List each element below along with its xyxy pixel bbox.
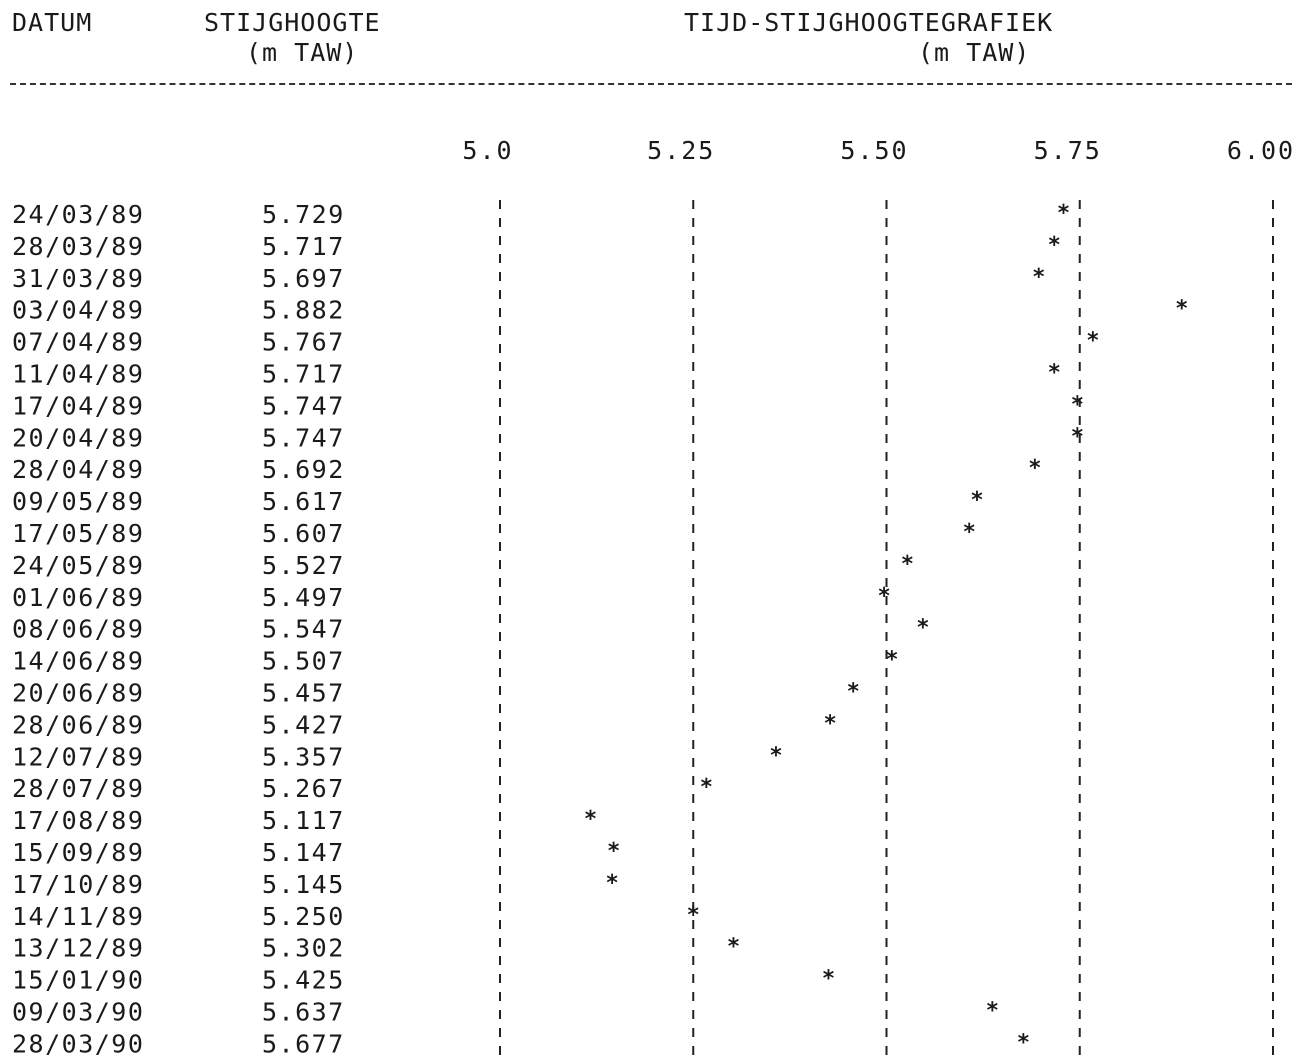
data-point: * — [700, 775, 713, 800]
row-date: 17/04/89 — [12, 391, 144, 420]
row-value: 5.697 — [262, 264, 345, 293]
column-header-datum: DATUM — [12, 8, 93, 37]
data-point: * — [1017, 1030, 1030, 1055]
row-value: 5.747 — [262, 391, 345, 420]
row-date: 09/03/90 — [12, 998, 144, 1027]
data-point: * — [687, 903, 700, 928]
row-value: 5.427 — [262, 710, 345, 739]
data-point: * — [584, 807, 597, 832]
data-point: * — [916, 616, 929, 641]
data-point: * — [1048, 361, 1061, 386]
row-date: 20/06/89 — [12, 679, 144, 708]
data-point: * — [1028, 456, 1041, 481]
x-tick-label: 5.25 — [647, 136, 715, 165]
row-value: 5.145 — [262, 870, 345, 899]
row-date: 24/05/89 — [12, 551, 144, 580]
row-date: 17/05/89 — [12, 519, 144, 548]
data-point: * — [1057, 201, 1070, 226]
data-point: * — [963, 520, 976, 545]
row-date: 12/07/89 — [12, 742, 144, 771]
column-header-stijghoogte: STIJGHOOGTE — [204, 8, 381, 37]
row-date: 24/03/89 — [12, 200, 144, 229]
data-point: * — [1086, 329, 1099, 354]
row-value: 5.729 — [262, 200, 345, 229]
row-value: 5.457 — [262, 679, 345, 708]
row-value: 5.497 — [262, 583, 345, 612]
row-date: 07/04/89 — [12, 328, 144, 357]
data-point: * — [769, 743, 782, 768]
x-tick-label: 5.50 — [840, 136, 908, 165]
row-value: 5.267 — [262, 774, 345, 803]
row-date: 15/01/90 — [12, 966, 144, 995]
row-date: 28/03/89 — [12, 232, 144, 261]
row-value: 5.677 — [262, 1029, 345, 1056]
data-point: * — [986, 999, 999, 1024]
row-date: 09/05/89 — [12, 487, 144, 516]
row-value: 5.527 — [262, 551, 345, 580]
row-value: 5.147 — [262, 838, 345, 867]
chart-title: TIJD-STIJGHOOGTEGRAFIEK — [684, 8, 1054, 37]
row-value: 5.717 — [262, 232, 345, 261]
row-value: 5.302 — [262, 934, 345, 963]
data-point: * — [1175, 297, 1188, 322]
row-value: 5.637 — [262, 998, 345, 1027]
row-date: 20/04/89 — [12, 423, 144, 452]
x-tick-label: 5.0 — [462, 136, 513, 165]
row-date: 28/04/89 — [12, 455, 144, 484]
data-point: * — [823, 711, 836, 736]
row-value: 5.117 — [262, 806, 345, 835]
header-divider — [10, 83, 1292, 85]
row-date: 28/06/89 — [12, 710, 144, 739]
data-point: * — [970, 488, 983, 513]
row-value: 5.607 — [262, 519, 345, 548]
data-point: * — [901, 552, 914, 577]
data-point: * — [1071, 392, 1084, 417]
row-date: 13/12/89 — [12, 934, 144, 963]
row-date: 01/06/89 — [12, 583, 144, 612]
x-tick-label: 5.75 — [1034, 136, 1102, 165]
row-value: 5.882 — [262, 296, 345, 325]
data-point: * — [1071, 424, 1084, 449]
data-point: * — [607, 839, 620, 864]
row-value: 5.425 — [262, 966, 345, 995]
data-point: * — [1048, 233, 1061, 258]
row-value: 5.717 — [262, 360, 345, 389]
row-value: 5.507 — [262, 647, 345, 676]
column-header-stijghoogte-unit: (m TAW) — [246, 38, 359, 67]
row-date: 08/06/89 — [12, 615, 144, 644]
row-date: 14/11/89 — [12, 902, 144, 931]
data-point: * — [822, 967, 835, 992]
row-value: 5.357 — [262, 742, 345, 771]
row-value: 5.747 — [262, 423, 345, 452]
row-date: 17/08/89 — [12, 806, 144, 835]
row-value: 5.547 — [262, 615, 345, 644]
row-value: 5.692 — [262, 455, 345, 484]
data-point: * — [727, 935, 740, 960]
row-date: 03/04/89 — [12, 296, 144, 325]
data-point: * — [605, 871, 618, 896]
row-value: 5.767 — [262, 328, 345, 357]
row-date: 31/03/89 — [12, 264, 144, 293]
data-point: * — [1032, 265, 1045, 290]
row-date: 11/04/89 — [12, 360, 144, 389]
row-date: 28/07/89 — [12, 774, 144, 803]
data-point: * — [847, 680, 860, 705]
row-date: 17/10/89 — [12, 870, 144, 899]
row-value: 5.250 — [262, 902, 345, 931]
chart-unit: (m TAW) — [918, 38, 1031, 67]
row-date: 15/09/89 — [12, 838, 144, 867]
data-point: * — [878, 584, 891, 609]
data-point: * — [885, 648, 898, 673]
row-date: 28/03/90 — [12, 1029, 144, 1056]
row-date: 14/06/89 — [12, 647, 144, 676]
row-value: 5.617 — [262, 487, 345, 516]
x-tick-label: 6.00 — [1227, 136, 1295, 165]
